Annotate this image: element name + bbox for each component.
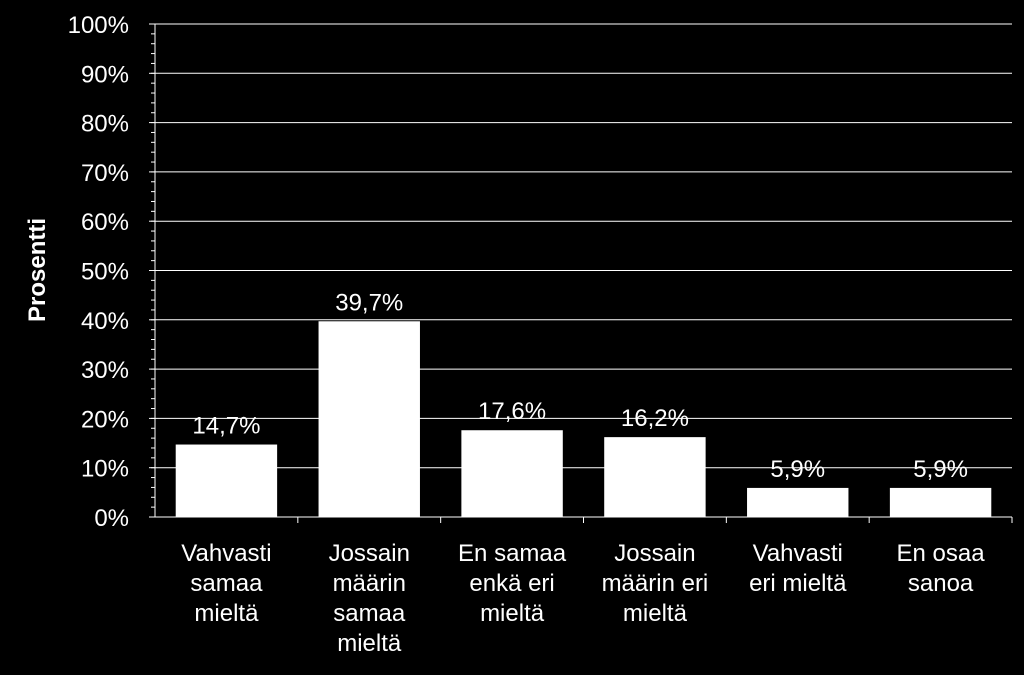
y-tick-label: 70%: [81, 160, 129, 187]
y-tick-label: 50%: [81, 259, 129, 286]
y-axis: 0% 10% 20% 30% 40% 50% 60% 70% 80% 90% 100%: [68, 12, 1013, 532]
category-label-line: mieltä: [623, 600, 688, 627]
category-label-line: sanoa: [908, 570, 974, 597]
category-label-line: enkä eri: [469, 570, 554, 597]
category-label-line: samaa: [190, 570, 263, 597]
category-label-line: En osaa: [897, 540, 986, 567]
category-label-line: Vahvasti: [181, 540, 271, 567]
bars: [175, 321, 992, 517]
category-label-line: mieltä: [480, 600, 545, 627]
category-labels: Vahvasti samaa mieltä Jossain määrin samaa mie…: [181, 540, 985, 657]
category-label: En samaa enkä eri mieltä: [458, 540, 567, 627]
y-tick-label: 40%: [81, 308, 129, 335]
y-axis-title: Prosentti: [24, 218, 51, 322]
y-tick-label: 90%: [81, 61, 129, 88]
y-tick-label: 100%: [68, 12, 129, 39]
data-label: 39,7%: [335, 289, 403, 316]
category-label: Jossain määrin eri mieltä: [602, 540, 709, 627]
category-label: En osaa sanoa: [897, 540, 986, 597]
bar: [889, 487, 992, 517]
category-label: Vahvasti samaa mieltä: [181, 540, 271, 627]
bar: [747, 487, 849, 517]
category-label-line: samaa: [333, 600, 406, 627]
category-label-line: mieltä: [194, 600, 259, 627]
bar: [461, 430, 563, 517]
data-label: 17,6%: [478, 398, 546, 425]
y-tick-label: 0%: [94, 505, 129, 532]
category-label-line: Vahvasti: [753, 540, 843, 567]
category-label-line: määrin eri: [602, 570, 709, 597]
category-label: Jossain määrin samaa mieltä: [329, 540, 410, 657]
bar: [604, 437, 706, 517]
category-label-line: En samaa: [458, 540, 567, 567]
category-label-line: mieltä: [337, 630, 402, 657]
data-label: 5,9%: [913, 456, 968, 483]
category-label-line: määrin: [333, 570, 406, 597]
data-label: 16,2%: [621, 405, 689, 432]
data-label: 5,9%: [770, 456, 825, 483]
bar: [318, 321, 420, 517]
data-labels: 14,7% 39,7% 17,6% 16,2% 5,9% 5,9%: [192, 289, 968, 483]
y-tick-label: 60%: [81, 209, 129, 236]
bar: [175, 444, 278, 517]
y-tick-label: 20%: [81, 406, 129, 433]
category-label: Vahvasti eri mieltä: [749, 540, 847, 597]
category-label-line: Jossain: [614, 540, 695, 567]
data-label: 14,7%: [192, 413, 260, 440]
y-tick-label: 80%: [81, 111, 129, 138]
y-tick-label: 10%: [81, 456, 129, 483]
category-label-line: eri mieltä: [749, 570, 847, 597]
category-label-line: Jossain: [329, 540, 410, 567]
y-tick-label: 30%: [81, 357, 129, 384]
gridlines: [155, 23, 1012, 469]
